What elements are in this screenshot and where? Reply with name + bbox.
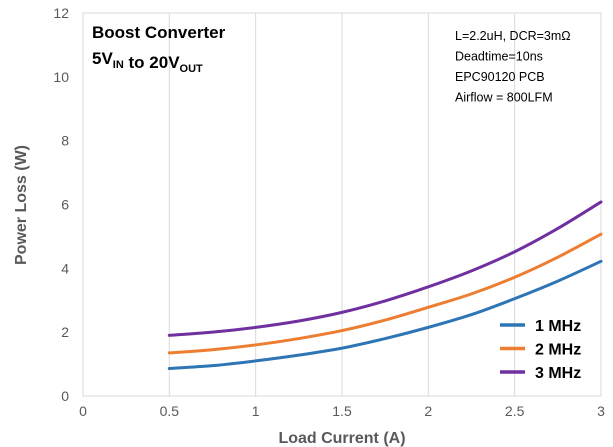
y-tick-label: 12 <box>53 5 69 21</box>
annotation-block: L=2.2uH, DCR=3mΩ Deadtime=10ns EPC90120 PC… <box>455 29 571 105</box>
x-axis-title: Load Current (A) <box>278 430 405 447</box>
legend-label: 1 MHz <box>535 318 581 335</box>
x-tick-label: 0.5 <box>160 403 180 419</box>
y-tick-label: 10 <box>53 69 69 85</box>
y-tick-label: 4 <box>61 260 69 276</box>
y-axis-title: Power Loss (W) <box>13 145 30 265</box>
y-tick-label: 0 <box>61 388 69 404</box>
y-tick-label: 2 <box>61 324 69 340</box>
title-subscript: OUT <box>180 63 204 75</box>
series-layer <box>167 200 603 371</box>
x-tick-label: 2 <box>424 403 432 419</box>
x-tick-label: 1 <box>252 403 260 419</box>
legend-label: 3 MHz <box>535 365 581 382</box>
series-line-2-mhz <box>167 232 603 355</box>
chart-title-line2: 5VIN to 20VOUT <box>92 49 203 75</box>
chart-title-line1: Boost Converter <box>92 23 226 42</box>
series-line-3-mhz <box>167 200 603 337</box>
y-tick-label: 6 <box>61 197 69 213</box>
x-tick-label: 2.5 <box>505 403 525 419</box>
legend: 1 MHz 2 MHz 3 MHz <box>500 318 581 382</box>
series-line-1-mhz <box>167 259 603 371</box>
title-subscript: IN <box>113 59 124 71</box>
annotation-line: Airflow = 800LFM <box>455 91 553 105</box>
legend-label: 2 MHz <box>535 342 581 359</box>
y-tick-label: 8 <box>61 133 69 149</box>
axis-layer: 0 0.5 1 1.5 2 2.5 3 0 2 4 6 8 10 12 <box>53 5 605 419</box>
title-text-part: to 20V <box>124 53 180 72</box>
x-tick-label: 0 <box>79 403 87 419</box>
x-tick-label: 3 <box>597 403 605 419</box>
annotation-line: Deadtime=10ns <box>455 50 543 64</box>
grid-layer <box>82 12 602 397</box>
annotation-line: L=2.2uH, DCR=3mΩ <box>455 29 571 43</box>
title-text-part: 5V <box>92 49 113 68</box>
annotation-line: EPC90120 PCB <box>455 70 545 84</box>
x-tick-label: 1.5 <box>332 403 352 419</box>
